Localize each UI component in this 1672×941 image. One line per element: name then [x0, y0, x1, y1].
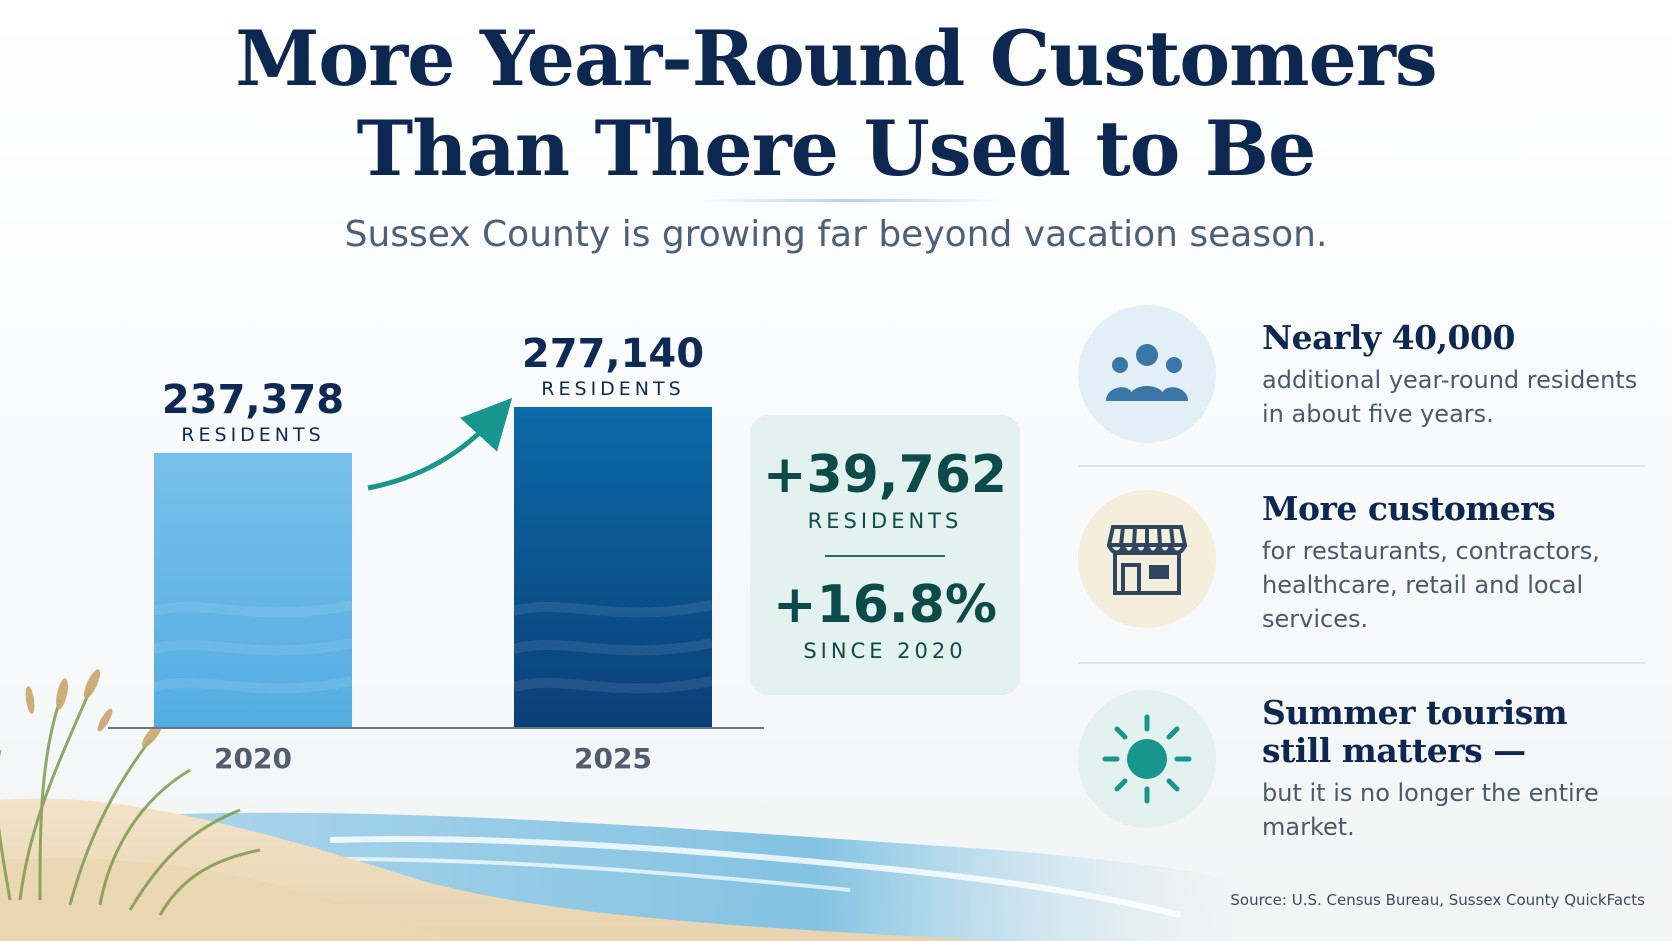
storefront-icon-circle	[1078, 490, 1216, 628]
bar-wave-decoration	[512, 600, 713, 618]
fact-headline: Nearly 40,000	[1262, 318, 1515, 357]
bar-2025	[514, 407, 712, 727]
storefront-icon	[1107, 525, 1187, 595]
category-label-2025: 2025	[574, 742, 652, 775]
fact-body: for restaurants, contractors, healthcare…	[1262, 537, 1600, 633]
fact-headline-line-1: Summer tourism	[1262, 693, 1568, 732]
bar-wave-decoration	[512, 676, 713, 694]
stat-divider	[825, 555, 945, 557]
fact-item-tourism: Summer tourism still matters — but it is…	[1078, 690, 1648, 841]
people-icon-circle	[1078, 305, 1216, 443]
fact-body: additional year-round residents in about…	[1262, 366, 1638, 428]
bar-unit-label-2025: RESIDENTS	[541, 378, 684, 400]
bar-value-label-2025: 277,140	[522, 331, 704, 377]
growth-stat-box: +39,762 RESIDENTS +16.8% SINCE 2020	[750, 415, 1020, 695]
page-title: More Year-Round Customers Than There Use…	[0, 14, 1672, 194]
bar-wave-decoration	[152, 600, 353, 618]
bar-wave-decoration	[512, 638, 713, 656]
section-divider	[1078, 465, 1645, 467]
percent-unit: SINCE 2020	[803, 639, 967, 663]
source-note: Source: U.S. Census Bureau, Sussex Count…	[1230, 891, 1645, 909]
sun-icon-circle	[1078, 690, 1216, 828]
bar-unit-label-2020: RESIDENTS	[181, 424, 324, 446]
change-unit: RESIDENTS	[807, 509, 963, 533]
bar-wave-decoration	[152, 676, 353, 694]
fact-headline: More customers	[1262, 489, 1556, 528]
title-divider	[700, 199, 1000, 202]
section-divider	[1078, 662, 1645, 664]
title-line-1: More Year-Round Customers	[235, 14, 1437, 103]
change-value: +39,762	[762, 445, 1008, 505]
bar-wave-decoration	[152, 638, 353, 656]
fact-item-residents: Nearly 40,000 additional year-round resi…	[1078, 305, 1648, 445]
fact-item-customers: More customers for restaurants, contract…	[1078, 490, 1648, 640]
category-label-2020: 2020	[214, 742, 292, 775]
growth-arrow	[367, 397, 513, 491]
percent-value: +16.8%	[773, 575, 997, 635]
title-line-2: Than There Used to Be	[356, 104, 1317, 193]
sun-icon	[1102, 714, 1192, 804]
bar-value-label-2020: 237,378	[162, 377, 344, 423]
subtitle: Sussex County is growing far beyond vaca…	[344, 214, 1328, 255]
people-icon	[1106, 344, 1188, 401]
fact-headline-line-2: still matters —	[1262, 731, 1526, 770]
fact-body: but it is no longer the entire market.	[1262, 779, 1599, 841]
bar-2020	[154, 452, 352, 727]
